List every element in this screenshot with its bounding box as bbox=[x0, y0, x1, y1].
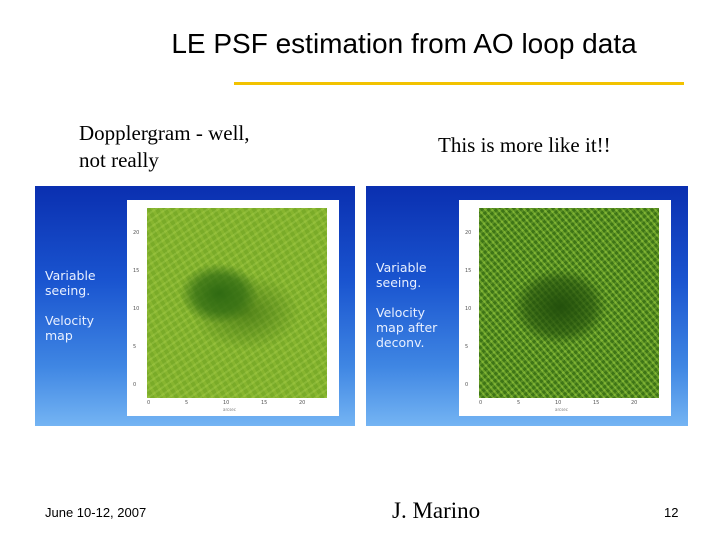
right-panel-label-seeing: Variable seeing. bbox=[376, 260, 427, 290]
right-xtick: 0 bbox=[479, 400, 483, 406]
left-ytick: 15 bbox=[133, 268, 140, 274]
left-x-unit: arcsec bbox=[223, 407, 236, 412]
right-ytick: 5 bbox=[465, 344, 469, 350]
left-ytick: 20 bbox=[133, 230, 140, 236]
title-underline bbox=[234, 82, 684, 85]
left-xtick: 10 bbox=[223, 400, 230, 406]
right-velocity-map-plot: 20 15 10 5 0 0 5 10 15 20 arcsec bbox=[459, 200, 671, 416]
left-figure-panel: Variable seeing. Velocity map 20 15 10 5… bbox=[35, 186, 355, 426]
page-number: 12 bbox=[664, 505, 679, 520]
left-xtick: 0 bbox=[147, 400, 151, 406]
right-ytick: 10 bbox=[465, 306, 472, 312]
right-xtick: 15 bbox=[593, 400, 600, 406]
left-ytick: 0 bbox=[133, 382, 137, 388]
right-xtick: 5 bbox=[517, 400, 521, 406]
left-xtick: 5 bbox=[185, 400, 189, 406]
left-panel-label-velocity: Velocity map bbox=[45, 313, 95, 343]
right-caption: This is more like it!! bbox=[438, 133, 611, 157]
left-xtick: 15 bbox=[261, 400, 268, 406]
right-ytick: 20 bbox=[465, 230, 472, 236]
right-velocity-map-image bbox=[479, 208, 659, 398]
right-figure-panel: Variable seeing. Velocity map after deco… bbox=[366, 186, 688, 426]
left-ytick: 10 bbox=[133, 306, 140, 312]
right-ytick: 15 bbox=[465, 268, 472, 274]
footer-date: June 10-12, 2007 bbox=[45, 505, 147, 520]
left-panel-label-seeing: Variable seeing. bbox=[45, 268, 96, 298]
left-caption: Dopplergram - well, not really bbox=[79, 121, 250, 172]
slide-title: LE PSF estimation from AO loop data bbox=[171, 28, 637, 59]
right-ytick: 0 bbox=[465, 382, 469, 388]
left-velocity-map-image bbox=[147, 208, 327, 398]
right-panel-label-velocity: Velocity map after deconv. bbox=[376, 305, 438, 350]
right-x-unit: arcsec bbox=[555, 407, 568, 412]
left-xtick: 20 bbox=[299, 400, 306, 406]
right-xtick: 10 bbox=[555, 400, 562, 406]
right-xtick: 20 bbox=[631, 400, 638, 406]
left-ytick: 5 bbox=[133, 344, 137, 350]
left-velocity-map-plot: 20 15 10 5 0 0 5 10 15 20 arcsec bbox=[127, 200, 339, 416]
footer-author: J. Marino bbox=[392, 498, 481, 523]
